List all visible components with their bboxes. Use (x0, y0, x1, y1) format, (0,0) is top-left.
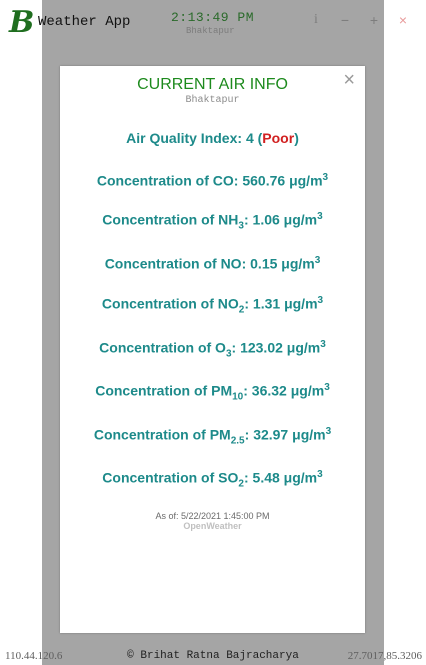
pollutant-unit: μg/m (286, 339, 321, 356)
pollutant-row-pm25: Concentration of PM2.5: 32.97 μg/m3 (93, 426, 332, 447)
as-of-label: As of: (155, 511, 179, 521)
app-title: Weather App (38, 14, 131, 30)
aqi-row: Air Quality Index: 4 (Poor) (60, 130, 365, 146)
pollutant-unit: μg/m (283, 469, 318, 486)
aqi-close-paren: ) (294, 130, 299, 146)
pollutant-value: 1.06 (252, 211, 280, 228)
pollutant-subscript: 10 (232, 391, 244, 403)
pollutant-name: Concentration of PM (93, 426, 231, 443)
dialog-subtitle: Bhaktapur (185, 95, 240, 106)
pollutant-subscript: 2 (238, 304, 245, 316)
footer-ip-address: 110.44.120.6 (5, 650, 63, 662)
pollutant-unit-exponent: 3 (325, 426, 332, 437)
as-of-timestamp: As of: 5/22/2021 1:45:00 PM (60, 511, 365, 521)
pollutant-value: 560.76 (242, 172, 286, 189)
clock-time: 2:13:49 PM (171, 10, 255, 25)
footer-coordinates: 27.7017,85.3206 (347, 650, 422, 662)
pollutant-unit: μg/m (290, 382, 325, 399)
pollutant-row-nh3: Concentration of NH3: 1.06 μg/m3 (102, 211, 323, 232)
pollutant-unit: μg/m (284, 295, 318, 312)
aqi-category: Poor (262, 130, 295, 146)
pollutant-unit-exponent: 3 (317, 211, 323, 222)
dialog-title: CURRENT AIR INFO (137, 76, 288, 93)
pollutant-value: 123.02 (240, 339, 283, 356)
pollutant-name: Concentration of PM (95, 382, 233, 399)
pollutant-unit-exponent: 3 (314, 255, 321, 266)
pollutant-unit: μg/m (283, 211, 318, 228)
pollutant-value: 36.32 (251, 382, 287, 399)
pollutant-row-o3: Concentration of O3: 123.02 μg/m3 (99, 339, 326, 360)
pollutant-row-no2: Concentration of NO2: 1.31 μg/m3 (101, 295, 324, 316)
pollutant-row-no: Concentration of NO: 0.15 μg/m3 (104, 255, 321, 272)
pollutant-value: 5.48 (252, 469, 280, 486)
pollutant-unit-exponent: 3 (317, 295, 324, 306)
pollutant-unit: μg/m (281, 255, 315, 272)
pollutant-value: 32.97 (253, 426, 289, 443)
pollutant-value: 0.15 (250, 255, 278, 272)
data-provider: OpenWeather (183, 521, 242, 531)
pollutant-row-pm10: Concentration of PM10: 36.32 μg/m3 (95, 382, 330, 403)
dialog-close-icon[interactable]: × (343, 69, 355, 91)
air-info-dialog: × CURRENT AIR INFO Bhaktapur Air Quality… (60, 66, 365, 633)
close-app-button[interactable]: × (398, 12, 408, 28)
app-logo-icon: B (9, 5, 35, 40)
pollutant-name: Concentration of CO (96, 172, 234, 189)
pollutant-name: Concentration of NH (102, 211, 239, 228)
aqi-label: Air Quality Index: (126, 130, 243, 146)
pollutant-row-co: Concentration of CO: 560.76 μg/m3 (96, 172, 329, 189)
pollutant-subscript: 2.5 (230, 435, 245, 447)
pollutant-unit-exponent: 3 (320, 339, 326, 350)
footer-copyright: © Brihat Ratna Bajracharya (127, 650, 299, 662)
pollutant-name: Concentration of O (99, 339, 226, 356)
pollutant-subscript: 2 (238, 478, 244, 490)
aqi-value: 4 (245, 130, 254, 146)
pollutant-unit-exponent: 3 (322, 172, 329, 183)
pollutant-row-so2: Concentration of SO2: 5.48 μg/m3 (102, 469, 323, 490)
pollutant-unit: μg/m (289, 172, 323, 189)
pollutant-subscript: 3 (238, 220, 244, 232)
pollutant-unit-exponent: 3 (324, 382, 330, 393)
pollutant-subscript: 3 (225, 348, 232, 360)
minimize-button[interactable]: − (340, 12, 350, 28)
clock-location: Bhaktapur (186, 26, 235, 36)
aqi-open-paren: ( (257, 130, 263, 146)
pollutant-name: Concentration of NO (104, 255, 242, 272)
pollutant-value: 1.31 (252, 295, 281, 312)
as-of-value: 5/22/2021 1:45:00 PM (180, 511, 270, 521)
pollutant-unit-exponent: 3 (317, 469, 323, 480)
pollutant-name: Concentration of NO (101, 295, 239, 312)
pollutant-unit: μg/m (292, 426, 326, 443)
pollutant-name: Concentration of SO (102, 469, 239, 486)
maximize-button[interactable]: + (369, 12, 379, 28)
info-button[interactable]: i (314, 12, 318, 27)
